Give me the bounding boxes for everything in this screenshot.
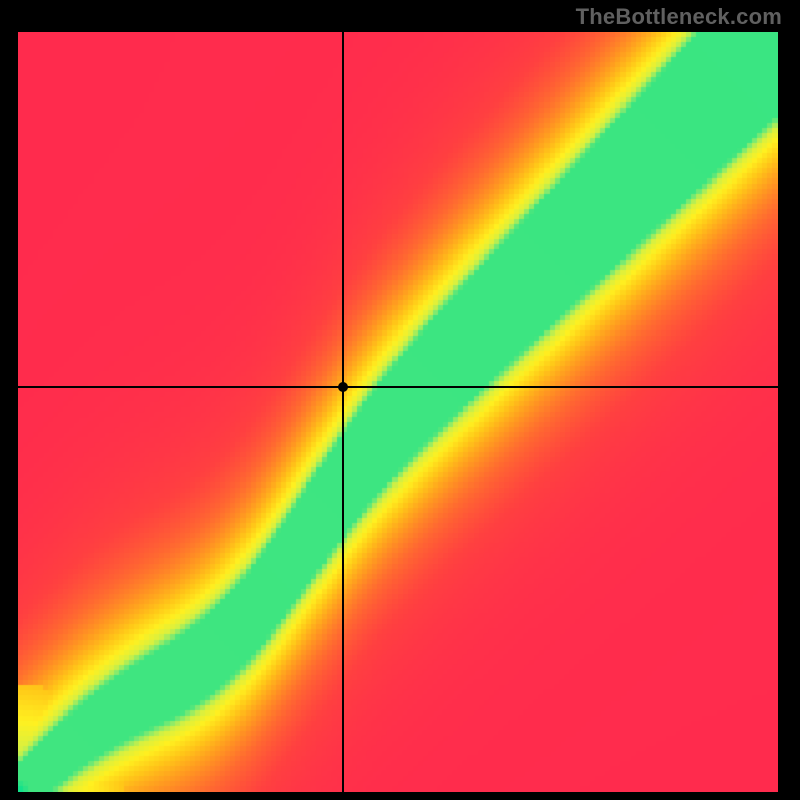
heatmap-canvas <box>18 32 778 792</box>
marker-dot <box>338 382 348 392</box>
crosshair-vertical <box>342 32 344 792</box>
crosshair-horizontal <box>18 386 778 388</box>
chart-container: TheBottleneck.com <box>0 0 800 800</box>
attribution-text: TheBottleneck.com <box>576 4 782 30</box>
